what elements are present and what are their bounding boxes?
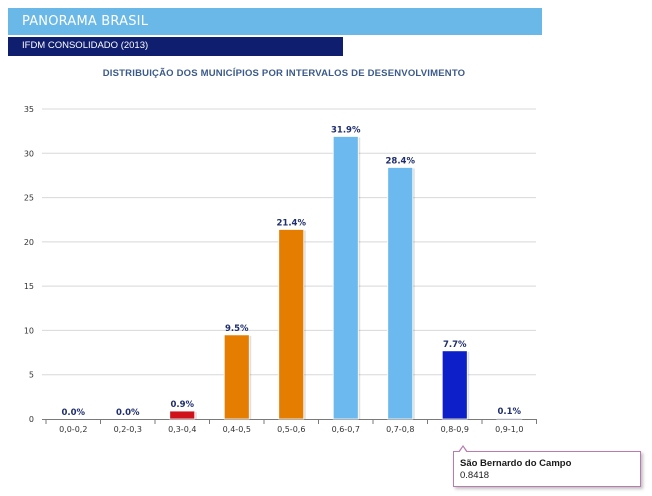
data-label: 21.4% [277, 218, 307, 228]
y-tick-label: 0 [29, 415, 34, 424]
data-label: 9.5% [225, 324, 249, 334]
data-label: 28.4% [386, 156, 416, 166]
y-tick-label: 15 [24, 282, 34, 291]
subheader-bar: IFDM CONSOLIDADO (2013) [8, 37, 343, 56]
data-label: 0.1% [497, 407, 521, 417]
data-label: 0.9% [170, 400, 194, 410]
tooltip-name: São Bernardo do Campo [460, 458, 572, 469]
axis-layer: 0 5 10 15 20 25 30 35 0,0-0,2 0,2-0,3 0,3-0,4 0,4-0… [24, 105, 537, 434]
y-tick-label: 25 [24, 194, 34, 203]
data-label: 0.0% [61, 408, 85, 418]
x-tick-label: 0,4-0,5 [223, 425, 251, 434]
x-tick-label: 0,2-0,3 [114, 425, 142, 434]
bar [332, 136, 359, 420]
x-tick-label: 0,8-0,9 [441, 425, 469, 434]
data-label: 0.0% [116, 408, 140, 418]
y-tick-label: 30 [24, 149, 34, 158]
x-tick-label: 0,7-0,8 [386, 425, 414, 434]
y-tick-label: 5 [29, 371, 34, 380]
y-tick-label: 35 [24, 105, 34, 114]
bar [496, 417, 523, 420]
bar [223, 334, 250, 420]
data-label: 31.9% [331, 125, 361, 135]
bar [169, 410, 196, 420]
tooltip: São Bernardo do Campo 0.8418 [453, 445, 641, 487]
data-label: 7.7% [443, 340, 467, 350]
bar [441, 350, 468, 420]
label-layer: 0.0% 0.0% 0.9% 9.5% 21.4% 31.9% 28.4% 7.7% 0.1% [61, 125, 521, 418]
x-tick-label: 0,0-0,2 [59, 425, 87, 434]
bar [387, 167, 414, 420]
x-tick-label: 0,9-1,0 [495, 425, 523, 434]
y-tick-label: 10 [24, 326, 34, 335]
x-tick-label: 0,6-0,7 [332, 425, 360, 434]
bar [278, 229, 305, 420]
page-subtitle: IFDM CONSOLIDADO (2013) [22, 40, 149, 51]
tooltip-value: 0.8418 [460, 470, 490, 481]
bar-layer [169, 136, 523, 420]
y-tick-label: 20 [24, 238, 34, 247]
header-bar: PANORAMA BRASIL [8, 8, 542, 35]
chart-title: DISTRIBUIÇÃO DOS MUNICÍPIOS POR INTERVAL… [102, 68, 466, 79]
x-tick-label: 0,5-0,6 [277, 425, 305, 434]
page-title: PANORAMA BRASIL [22, 14, 149, 29]
x-tick-label: 0,3-0,4 [168, 425, 196, 434]
